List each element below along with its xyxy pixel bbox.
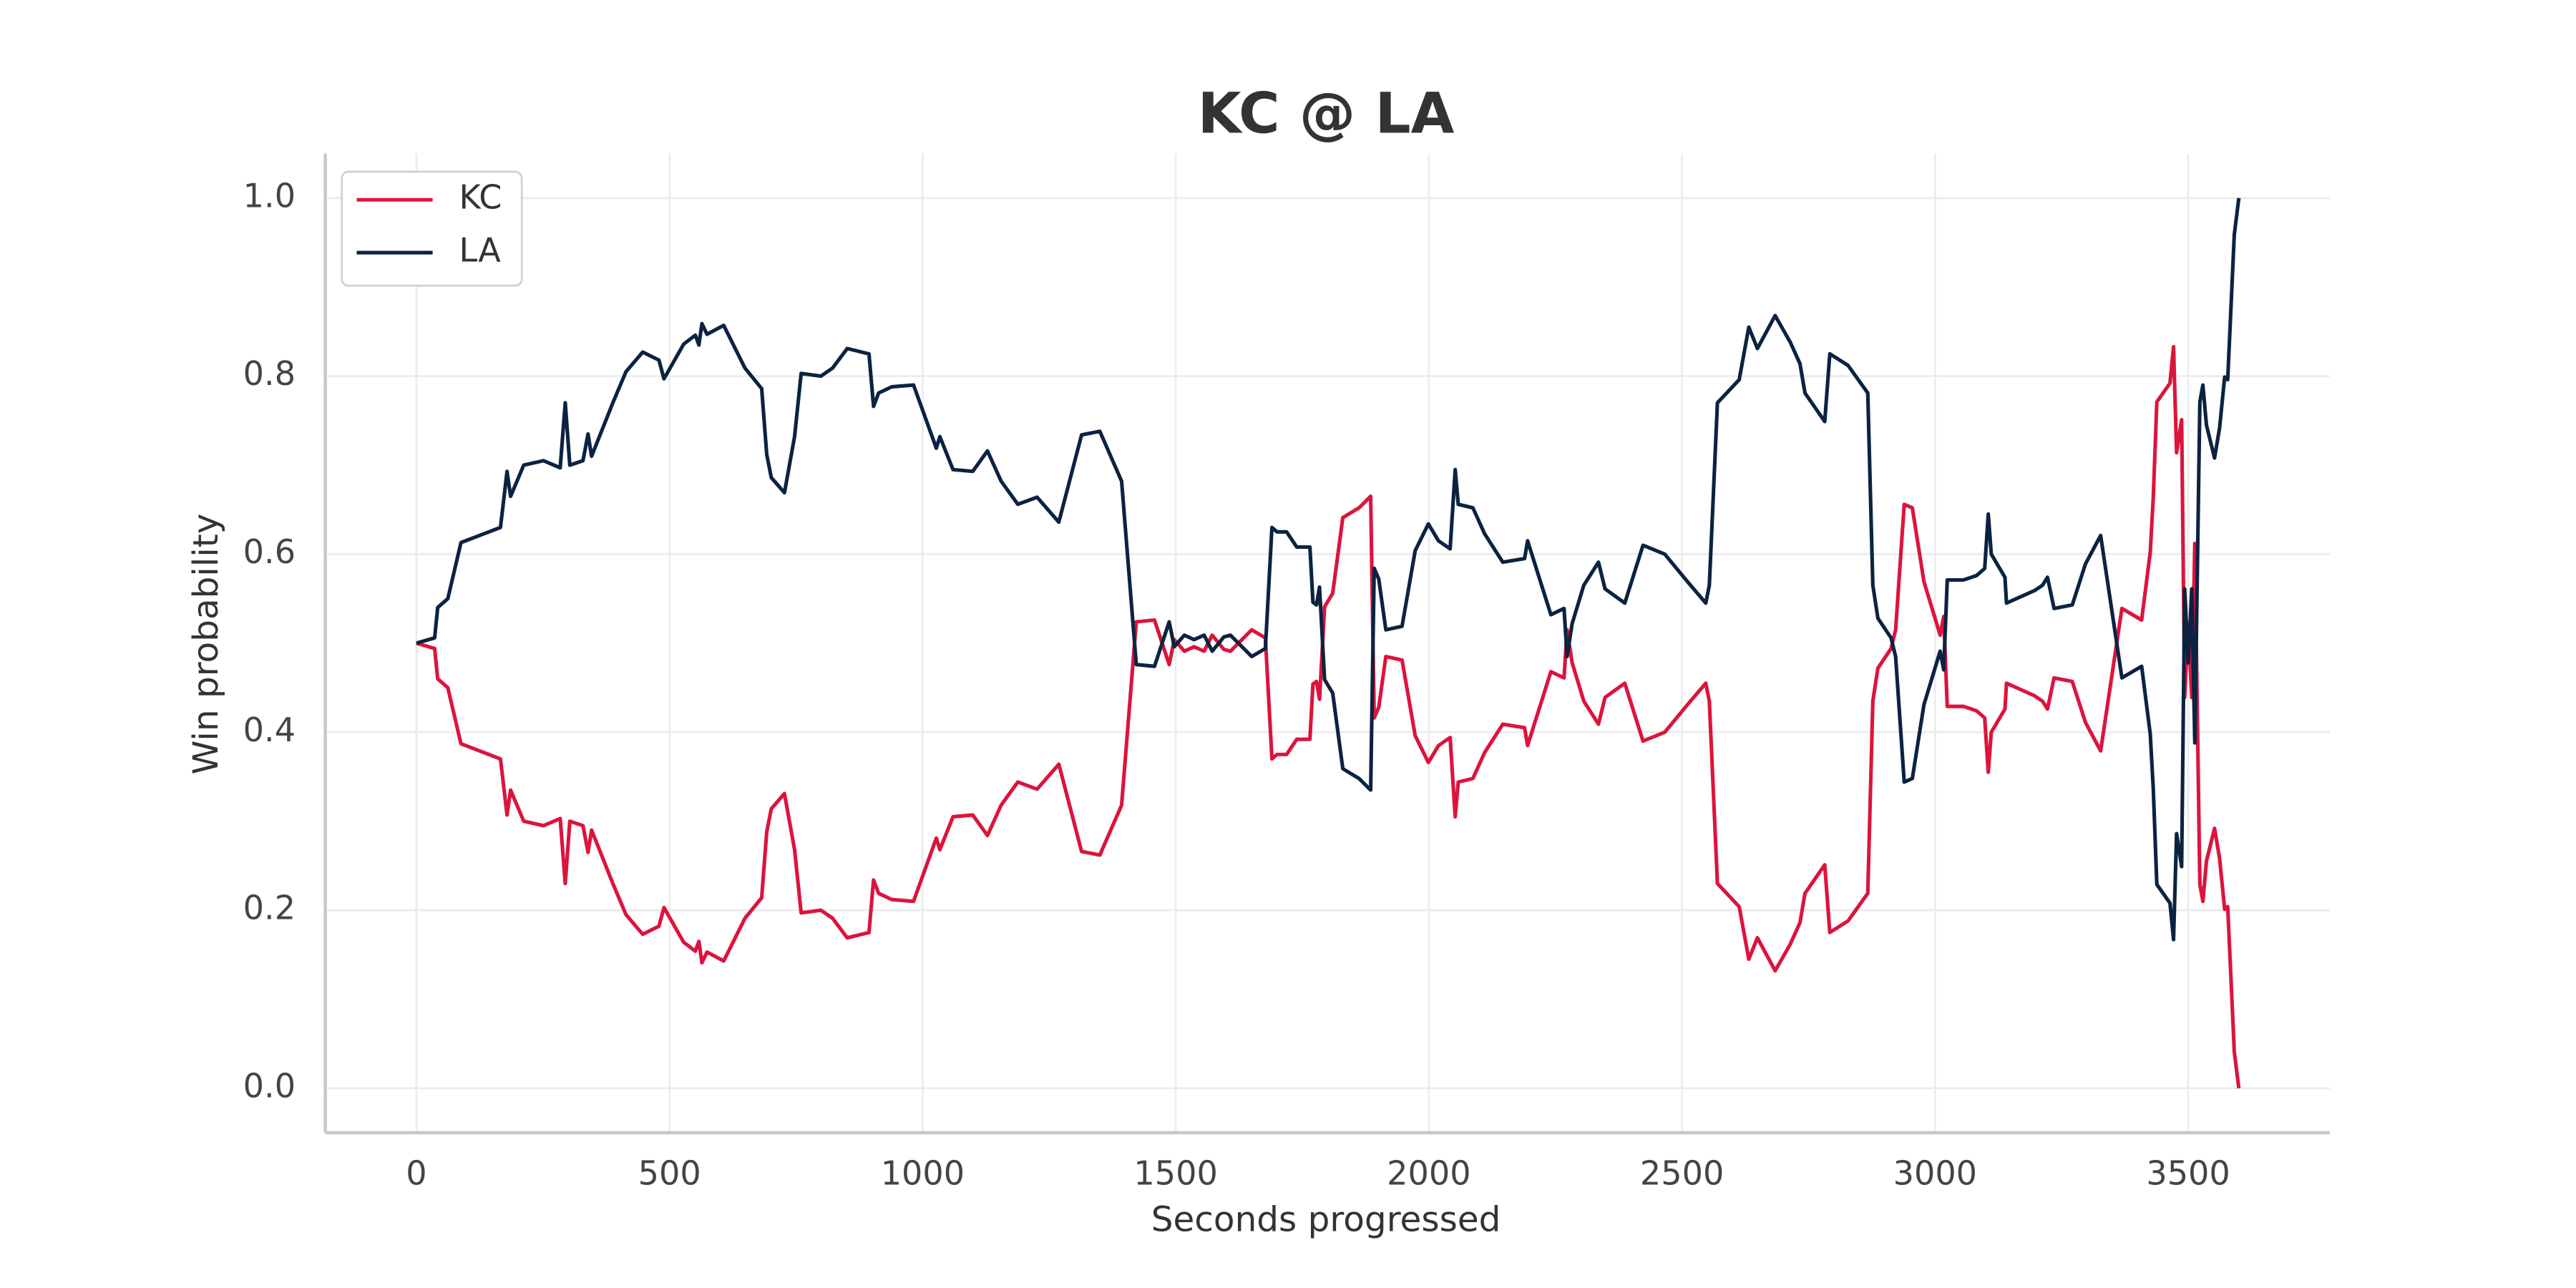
y-tick-label: 0.8 [243, 354, 296, 393]
chart-title: KC @ LA [1198, 80, 1455, 146]
y-tick-label: 0.4 [243, 711, 296, 749]
series-line [416, 345, 2241, 1089]
x-tick-label: 3000 [1893, 1154, 1977, 1193]
x-tick-label: 0 [406, 1154, 426, 1193]
series-line [416, 197, 2241, 942]
x-tick-label: 500 [638, 1154, 701, 1193]
legend-label: KC [459, 178, 502, 217]
x-axis-label: Seconds progressed [1151, 1200, 1501, 1240]
y-axis-label: Win probability [186, 514, 226, 775]
x-tick-label: 2500 [1640, 1154, 1724, 1193]
x-tick-label: 3500 [2146, 1154, 2230, 1193]
y-tick-label: 0.2 [243, 889, 296, 927]
x-tick-label: 1500 [1133, 1154, 1217, 1193]
legend-label: LA [459, 231, 502, 270]
y-tick-label: 0.6 [243, 532, 296, 571]
x-tick-label: 2000 [1387, 1154, 1470, 1193]
y-tick-label: 1.0 [243, 176, 296, 215]
x-tick-label: 1000 [881, 1154, 965, 1193]
y-tick-label: 0.0 [243, 1066, 296, 1105]
